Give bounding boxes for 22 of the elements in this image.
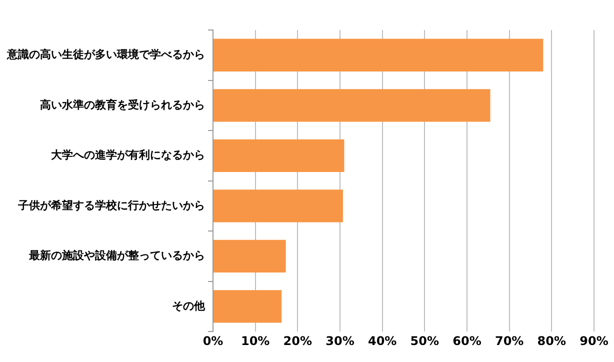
- bar: [214, 190, 343, 222]
- x-tick-label: 80%: [537, 334, 566, 348]
- bar: [214, 290, 282, 323]
- x-tick-label: 50%: [410, 334, 440, 348]
- y-tick-label: 高い水準の教育を受けられるから: [40, 98, 205, 112]
- y-tick-label: その他: [172, 299, 206, 312]
- y-tick-label: 大学への進学が有利になるから: [51, 148, 205, 162]
- x-tick-label: 70%: [494, 334, 524, 348]
- x-tick-label: 20%: [283, 334, 312, 348]
- x-tick-label: 10%: [240, 334, 270, 348]
- y-tick-label: 子供が希望する学校に行かせたいから: [17, 198, 205, 212]
- x-tick-label: 60%: [452, 334, 482, 348]
- x-tick-label: 40%: [368, 334, 397, 348]
- x-tick-label: 90%: [580, 334, 608, 348]
- x-tick-label: 30%: [326, 334, 354, 348]
- y-tick-label: 最新の施設や設備が整っているから: [28, 249, 205, 262]
- bar: [214, 240, 286, 273]
- bar: [214, 89, 490, 122]
- bar: [214, 38, 544, 72]
- x-tick-label: 0%: [202, 334, 224, 348]
- y-tick-label: 意識の高い生徒が多い環境で学べるから: [6, 48, 205, 61]
- bar: [214, 139, 344, 172]
